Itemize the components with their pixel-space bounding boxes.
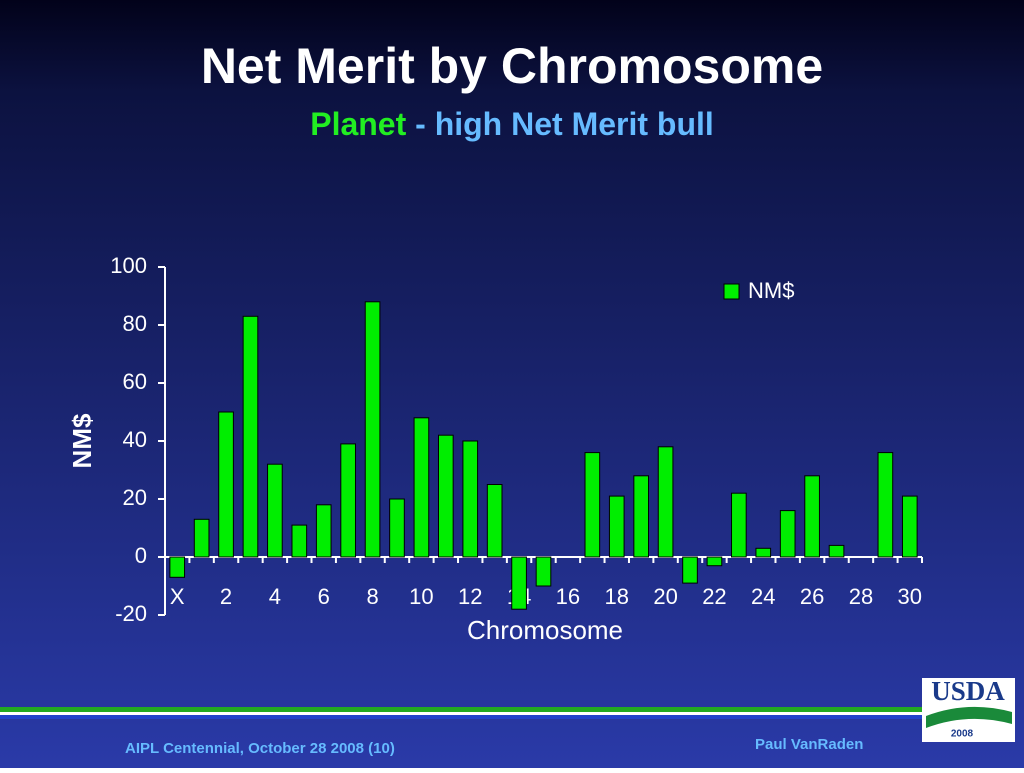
x-tick-label: 28 [849,584,873,609]
y-axis-label: NM$ [67,413,97,468]
bar [169,556,186,578]
subtitle: Planet - high Net Merit bull [310,106,714,142]
bar [193,518,210,558]
x-tick-label: 10 [409,584,433,609]
bar [608,495,625,558]
title: Net Merit by Chromosome [201,38,823,94]
x-tick-label: 22 [702,584,726,609]
bar [828,544,845,558]
x-tick-label: X [170,584,185,609]
bar [755,547,772,558]
footer-event: AIPL Centennial, October 28 2008 (10) [125,740,395,757]
y-tick-label: 100 [110,253,147,278]
bar [413,417,430,558]
x-tick-label: 2 [220,584,232,609]
legend-label: NM$ [748,278,794,303]
logo-swoosh [926,706,1012,728]
bar [877,452,894,558]
x-tick-label: 30 [898,584,922,609]
y-tick-label: -20 [115,601,147,626]
y-tick-label: 60 [123,369,147,394]
footer-line [0,712,922,715]
bar [364,301,381,558]
x-axis-label: Chromosome [467,615,623,645]
y-tick-label: 0 [135,543,147,568]
bar [218,411,234,558]
bar [731,492,747,558]
y-tick-label: 40 [123,427,147,452]
logo-year: 2008 [951,729,974,740]
bar [242,315,259,558]
x-tick-label: 12 [458,584,482,609]
x-tick-label: 26 [800,584,824,609]
usda-logo: USDA 2008 [922,676,1015,742]
bar [682,556,698,584]
footer-line [0,715,922,719]
bar [535,556,552,587]
bar [779,510,796,558]
bar [486,484,503,558]
bar [804,475,820,558]
bar [315,504,332,558]
bar [584,452,601,558]
bar [511,556,527,610]
x-tick-label: 18 [605,584,629,609]
x-tick-label: 24 [751,584,775,609]
bar [633,475,650,558]
x-tick-label: 6 [318,584,330,609]
bar [706,556,723,567]
bar [389,498,405,558]
x-tick-label: 4 [269,584,281,609]
bar [657,446,674,558]
bar [901,495,918,558]
bar [267,463,283,558]
x-tick-label: 16 [556,584,580,609]
y-tick-label: 20 [123,485,147,510]
bar [462,440,479,558]
x-tick-label: 8 [366,584,378,609]
bar [291,524,308,558]
bar [340,443,356,558]
footer-line [0,707,922,712]
bar [437,434,454,558]
legend-swatch [723,283,740,300]
subtitle-highlight: Planet [310,106,406,142]
x-tick-label: 20 [653,584,677,609]
y-tick-label: 80 [123,311,147,336]
logo-text: USDA [931,676,1005,706]
footer-author: Paul VanRaden [755,736,863,753]
subtitle-rest: - high Net Merit bull [415,106,714,142]
